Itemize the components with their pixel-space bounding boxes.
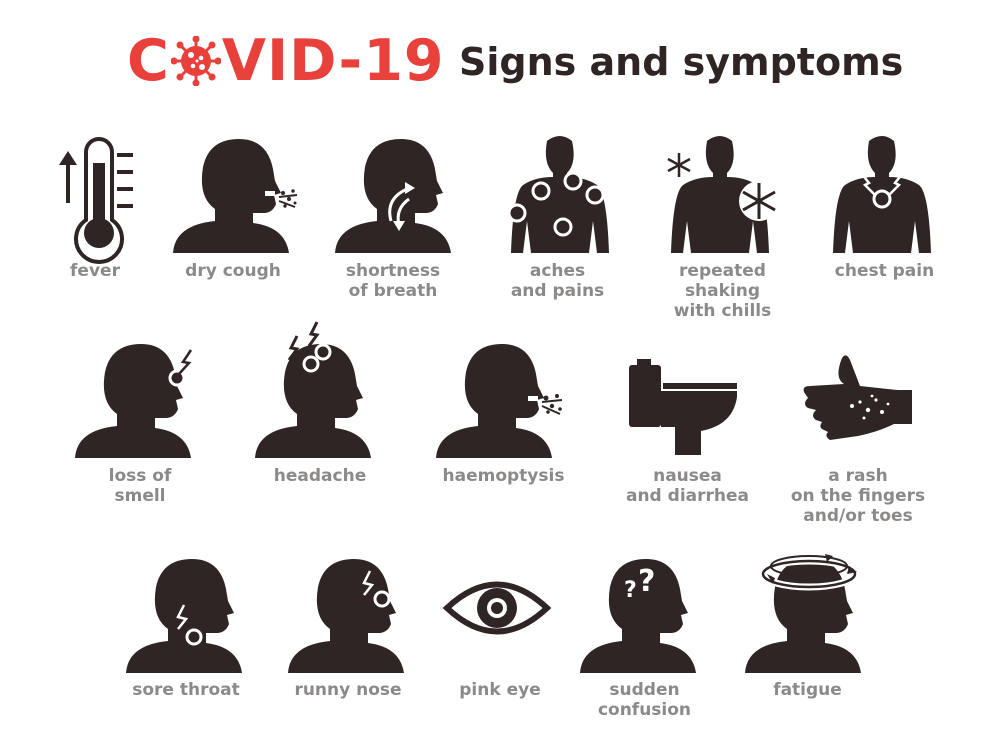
symptom-chest-pain: chest pain <box>822 133 947 303</box>
head-runny-nose-icon <box>288 559 404 673</box>
torso-chest-pain-icon <box>833 136 931 253</box>
symptom-label: fever <box>70 261 120 281</box>
symptom-rash: a rash on the fingers and/or toes <box>788 345 928 530</box>
symptom-label: sudden confusion <box>597 680 692 720</box>
symptom-headache: headache <box>255 320 385 510</box>
torso-snowflake-icon <box>667 136 779 253</box>
symptom-label: pink eye <box>459 680 541 700</box>
toilet-icon <box>629 359 737 455</box>
symptom-sore-throat: sore throat <box>126 553 256 713</box>
brand-suffix: VID-19 <box>221 28 445 94</box>
head-nose-icon <box>75 344 193 458</box>
symptom-label: repeated shaking with chills <box>673 261 772 321</box>
head-lightning-icon <box>255 321 371 458</box>
symptom-fever: fever <box>40 133 160 303</box>
symptom-aches-and-pains: aches and pains <box>500 133 620 303</box>
symptom-label: fatigue <box>773 680 842 700</box>
head-question-icon: ? ? <box>580 559 696 673</box>
symptom-label: shortness of breath <box>345 261 441 301</box>
symptom-label: aches and pains <box>510 261 605 301</box>
symptom-loss-of-smell: loss of smell <box>75 338 205 513</box>
symptom-shortness-of-breath: shortness of breath <box>333 133 463 303</box>
symptom-label: headache <box>273 466 367 486</box>
torso-aches-icon <box>507 136 609 253</box>
brand-prefix: C <box>127 28 170 94</box>
symptom-label: sore throat <box>132 680 240 700</box>
symptom-label: runny nose <box>294 680 402 700</box>
symptom-label: loss of smell <box>108 466 172 506</box>
svg-text:?: ? <box>624 578 637 603</box>
head-cough-icon <box>173 139 298 253</box>
symptom-fatigue: fatigue <box>745 548 875 713</box>
eye-icon <box>442 581 552 635</box>
title-bar: C VID-19 Signs and symptoms <box>0 26 993 96</box>
symptom-label: dry cough <box>185 261 281 281</box>
head-breath-icon <box>335 139 451 253</box>
covid-title: C VID-19 <box>127 26 445 96</box>
symptom-nausea-diarrhea: nausea and diarrhea <box>620 355 755 515</box>
symptom-dry-cough: dry cough <box>168 133 298 303</box>
symptom-label: nausea and diarrhea <box>625 466 749 506</box>
symptom-pink-eye: pink eye <box>440 575 560 715</box>
hand-rash-icon <box>803 355 912 440</box>
virus-icon <box>170 36 221 86</box>
symptom-sudden-confusion: ? ? sudden confusion <box>580 553 715 728</box>
symptom-label: a rash on the fingers and/or toes <box>790 466 926 526</box>
head-throat-icon <box>126 559 242 673</box>
symptom-label: haemoptysis <box>442 466 565 486</box>
head-cough-blood-icon <box>436 344 563 458</box>
thermometer-icon <box>59 136 133 264</box>
page-title: Signs and symptoms <box>459 40 904 84</box>
symptom-label: chest pain <box>834 261 935 281</box>
svg-text:?: ? <box>638 564 655 599</box>
symptom-haemoptysis: haemoptysis <box>436 338 571 513</box>
head-dizzy-icon <box>745 554 861 673</box>
symptom-runny-nose: runny nose <box>288 553 418 713</box>
symptom-shaking-chills: repeated shaking with chills <box>660 133 790 323</box>
